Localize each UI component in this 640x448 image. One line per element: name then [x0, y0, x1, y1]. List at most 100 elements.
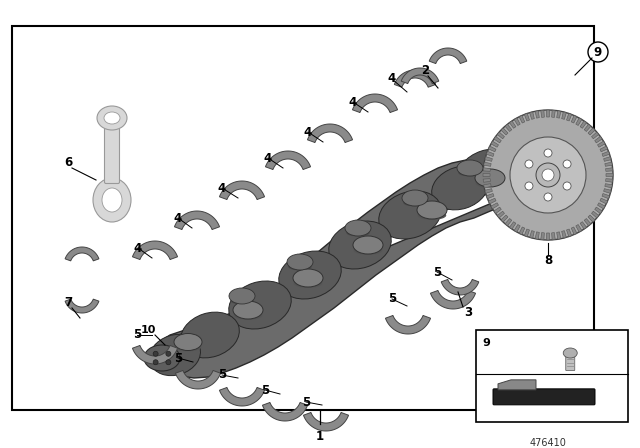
Ellipse shape: [403, 199, 427, 207]
Text: 10: 10: [140, 325, 156, 335]
Polygon shape: [441, 280, 479, 295]
Polygon shape: [606, 173, 613, 177]
Text: 5: 5: [388, 293, 396, 306]
Ellipse shape: [150, 334, 200, 376]
Ellipse shape: [294, 279, 323, 288]
Polygon shape: [220, 181, 264, 199]
Polygon shape: [600, 198, 607, 204]
Ellipse shape: [233, 301, 263, 319]
Polygon shape: [605, 162, 612, 166]
Text: 5: 5: [261, 383, 269, 396]
Text: 4: 4: [304, 125, 312, 138]
Ellipse shape: [180, 312, 239, 358]
Text: 5: 5: [302, 396, 310, 409]
Ellipse shape: [346, 229, 370, 237]
Ellipse shape: [418, 211, 446, 220]
Polygon shape: [65, 247, 99, 261]
Polygon shape: [576, 224, 582, 232]
Ellipse shape: [175, 343, 202, 351]
Polygon shape: [541, 233, 545, 240]
Polygon shape: [491, 141, 499, 147]
Circle shape: [542, 169, 554, 181]
Circle shape: [525, 160, 533, 168]
Ellipse shape: [279, 251, 341, 299]
Ellipse shape: [174, 333, 202, 350]
Polygon shape: [535, 232, 540, 239]
Ellipse shape: [230, 297, 253, 304]
Polygon shape: [547, 110, 550, 117]
Ellipse shape: [93, 178, 131, 222]
Ellipse shape: [329, 221, 391, 269]
Polygon shape: [602, 151, 609, 156]
Text: 476410: 476410: [529, 438, 566, 448]
Polygon shape: [604, 189, 611, 194]
Polygon shape: [65, 299, 99, 313]
Ellipse shape: [353, 236, 383, 254]
Polygon shape: [557, 111, 561, 118]
Ellipse shape: [288, 263, 312, 271]
Polygon shape: [385, 315, 431, 334]
Ellipse shape: [457, 160, 483, 176]
Polygon shape: [501, 215, 508, 222]
Text: 4: 4: [388, 73, 396, 86]
Circle shape: [153, 351, 158, 356]
Polygon shape: [557, 232, 561, 239]
Text: 9: 9: [594, 46, 602, 59]
Polygon shape: [514, 118, 520, 125]
Polygon shape: [484, 184, 491, 188]
Ellipse shape: [104, 112, 120, 124]
Polygon shape: [524, 113, 529, 121]
Polygon shape: [394, 70, 436, 87]
Polygon shape: [584, 124, 591, 131]
Polygon shape: [262, 402, 308, 421]
Ellipse shape: [345, 220, 371, 236]
Ellipse shape: [402, 190, 428, 206]
Polygon shape: [598, 141, 605, 147]
Polygon shape: [429, 48, 467, 64]
Circle shape: [536, 163, 560, 187]
Polygon shape: [491, 203, 499, 209]
Polygon shape: [566, 229, 572, 237]
Polygon shape: [552, 233, 556, 240]
Polygon shape: [562, 231, 566, 238]
Polygon shape: [497, 211, 504, 218]
Polygon shape: [541, 110, 545, 117]
Ellipse shape: [354, 246, 382, 255]
Text: 5: 5: [133, 328, 141, 341]
Ellipse shape: [229, 288, 255, 304]
Ellipse shape: [475, 169, 505, 187]
Polygon shape: [431, 290, 476, 309]
Polygon shape: [572, 227, 577, 235]
Polygon shape: [580, 222, 586, 229]
Polygon shape: [509, 121, 516, 128]
Text: 6: 6: [64, 155, 72, 168]
Circle shape: [510, 137, 586, 213]
Ellipse shape: [228, 281, 291, 329]
Polygon shape: [605, 179, 613, 182]
Text: 4: 4: [174, 211, 182, 224]
Polygon shape: [572, 116, 577, 123]
Polygon shape: [519, 116, 525, 123]
Polygon shape: [488, 198, 496, 204]
Polygon shape: [584, 219, 591, 226]
Polygon shape: [266, 151, 310, 169]
Circle shape: [563, 160, 571, 168]
Ellipse shape: [476, 179, 504, 188]
Circle shape: [483, 110, 613, 240]
Circle shape: [588, 42, 608, 62]
Polygon shape: [576, 118, 582, 125]
Polygon shape: [483, 168, 490, 171]
Polygon shape: [509, 222, 516, 229]
Text: 4: 4: [264, 151, 272, 164]
Polygon shape: [514, 224, 520, 232]
Polygon shape: [485, 189, 492, 194]
Polygon shape: [494, 207, 501, 214]
Polygon shape: [591, 132, 599, 139]
Bar: [12, 26, 594, 410]
Polygon shape: [175, 211, 220, 229]
Polygon shape: [501, 128, 508, 135]
Polygon shape: [132, 345, 177, 364]
Polygon shape: [605, 184, 612, 188]
FancyBboxPatch shape: [566, 353, 575, 370]
Circle shape: [166, 360, 171, 365]
